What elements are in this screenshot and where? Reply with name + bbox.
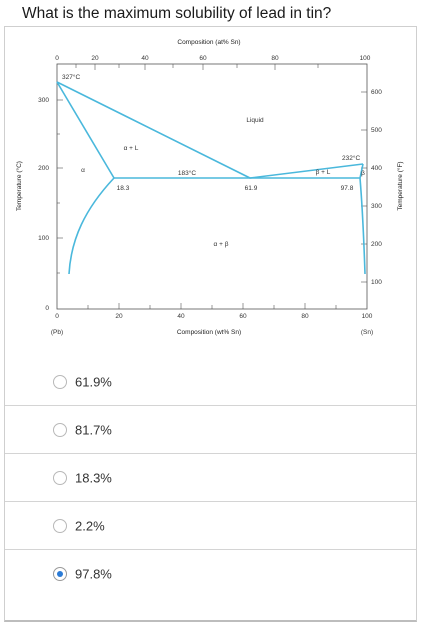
beta-solidus-line [359, 163, 364, 179]
question-frame [4, 26, 417, 622]
left-tick-200: 200 [38, 165, 49, 172]
label-beta-plus-l: β + L [316, 169, 331, 176]
bottom-tick-100: 100 [362, 313, 373, 320]
label-alpha-plus-l: α + L [124, 145, 139, 152]
option-18-3[interactable]: 18.3% [5, 454, 416, 502]
left-tick-100: 100 [38, 235, 49, 242]
radio-button[interactable] [53, 518, 67, 533]
label-liquid: Liquid [246, 117, 264, 124]
label-232c: 232°C [342, 154, 360, 162]
radio-button-selected[interactable] [53, 567, 67, 581]
option-61-9[interactable]: 61.9% [5, 358, 416, 406]
end-label-pb: (Pb) [51, 329, 63, 336]
top-tick-80: 80 [271, 55, 279, 62]
label-alpha-plus-beta: α + β [214, 241, 229, 248]
option-97-8[interactable]: 97.8% [5, 550, 416, 598]
liquidus-line [56, 81, 364, 179]
top-tick-100: 100 [360, 55, 371, 62]
left-tick-300: 300 [38, 97, 49, 104]
right-tick-100: 100 [371, 279, 382, 286]
alpha-solvus-line [68, 177, 115, 275]
label-97-8: 97.8 [341, 185, 354, 192]
bottom-axis-title: Composition (wt% Sn) [177, 329, 241, 336]
bottom-tick-80: 80 [301, 313, 309, 320]
bottom-tick-40: 40 [177, 313, 185, 320]
option-label: 18.3% [75, 470, 112, 485]
radio-button[interactable] [53, 470, 67, 485]
right-tick-600: 600 [371, 89, 382, 96]
end-label-sn: (Sn) [361, 329, 373, 336]
label-327c: 327°C [62, 73, 80, 81]
top-tick-20: 20 [91, 55, 99, 62]
left-axis-title: Temperature (°C) [15, 161, 23, 211]
question-text: What is the maximum solubility of lead i… [22, 5, 332, 22]
radio-button[interactable] [53, 422, 67, 437]
bottom-tick-marks [87, 303, 337, 309]
right-tick-400: 400 [371, 165, 382, 172]
top-tick-40: 40 [141, 55, 149, 62]
bottom-tick-20: 20 [115, 313, 123, 320]
label-61-9: 61.9 [245, 185, 258, 192]
alpha-solidus-line [56, 81, 115, 179]
option-label: 2.2% [75, 518, 105, 533]
left-tick-0: 0 [45, 305, 49, 312]
top-tick-0: 0 [55, 55, 59, 62]
right-tick-300: 300 [371, 203, 382, 210]
plot-frame [56, 63, 368, 310]
option-label: 81.7% [75, 422, 112, 437]
option-label: 61.9% [75, 374, 112, 389]
label-183c: 183°C [178, 169, 196, 177]
answer-options: 61.9% 81.7% 18.3% 2.2% 97.8% [5, 358, 416, 598]
phase-diagram-svg: Composition (at% Sn) 0 20 40 60 80 100 3 [15, 39, 404, 336]
right-tick-200: 200 [371, 241, 382, 248]
option-81-7[interactable]: 81.7% [5, 406, 416, 454]
bottom-tick-0: 0 [55, 313, 59, 320]
label-18-3: 18.3 [117, 185, 130, 192]
top-ticks: 0 20 40 60 80 100 [55, 55, 371, 62]
label-alpha: α [81, 167, 85, 174]
right-tick-marks [361, 91, 367, 283]
right-tick-500: 500 [371, 127, 382, 134]
top-axis-title: Composition (at% Sn) [177, 39, 240, 46]
phase-diagram: Composition (at% Sn) 0 20 40 60 80 100 3 [5, 34, 416, 364]
right-axis-title: Temperature (°F) [396, 161, 404, 210]
beta-solvus-line [359, 177, 366, 275]
top-tick-marks [75, 64, 319, 70]
option-label: 97.8% [75, 566, 112, 582]
top-tick-60: 60 [199, 55, 207, 62]
label-beta: β [361, 170, 365, 177]
phase-lines [56, 81, 366, 275]
radio-button[interactable] [53, 374, 67, 389]
bottom-tick-60: 60 [239, 313, 247, 320]
option-2-2[interactable]: 2.2% [5, 502, 416, 550]
left-tick-marks [57, 99, 63, 274]
